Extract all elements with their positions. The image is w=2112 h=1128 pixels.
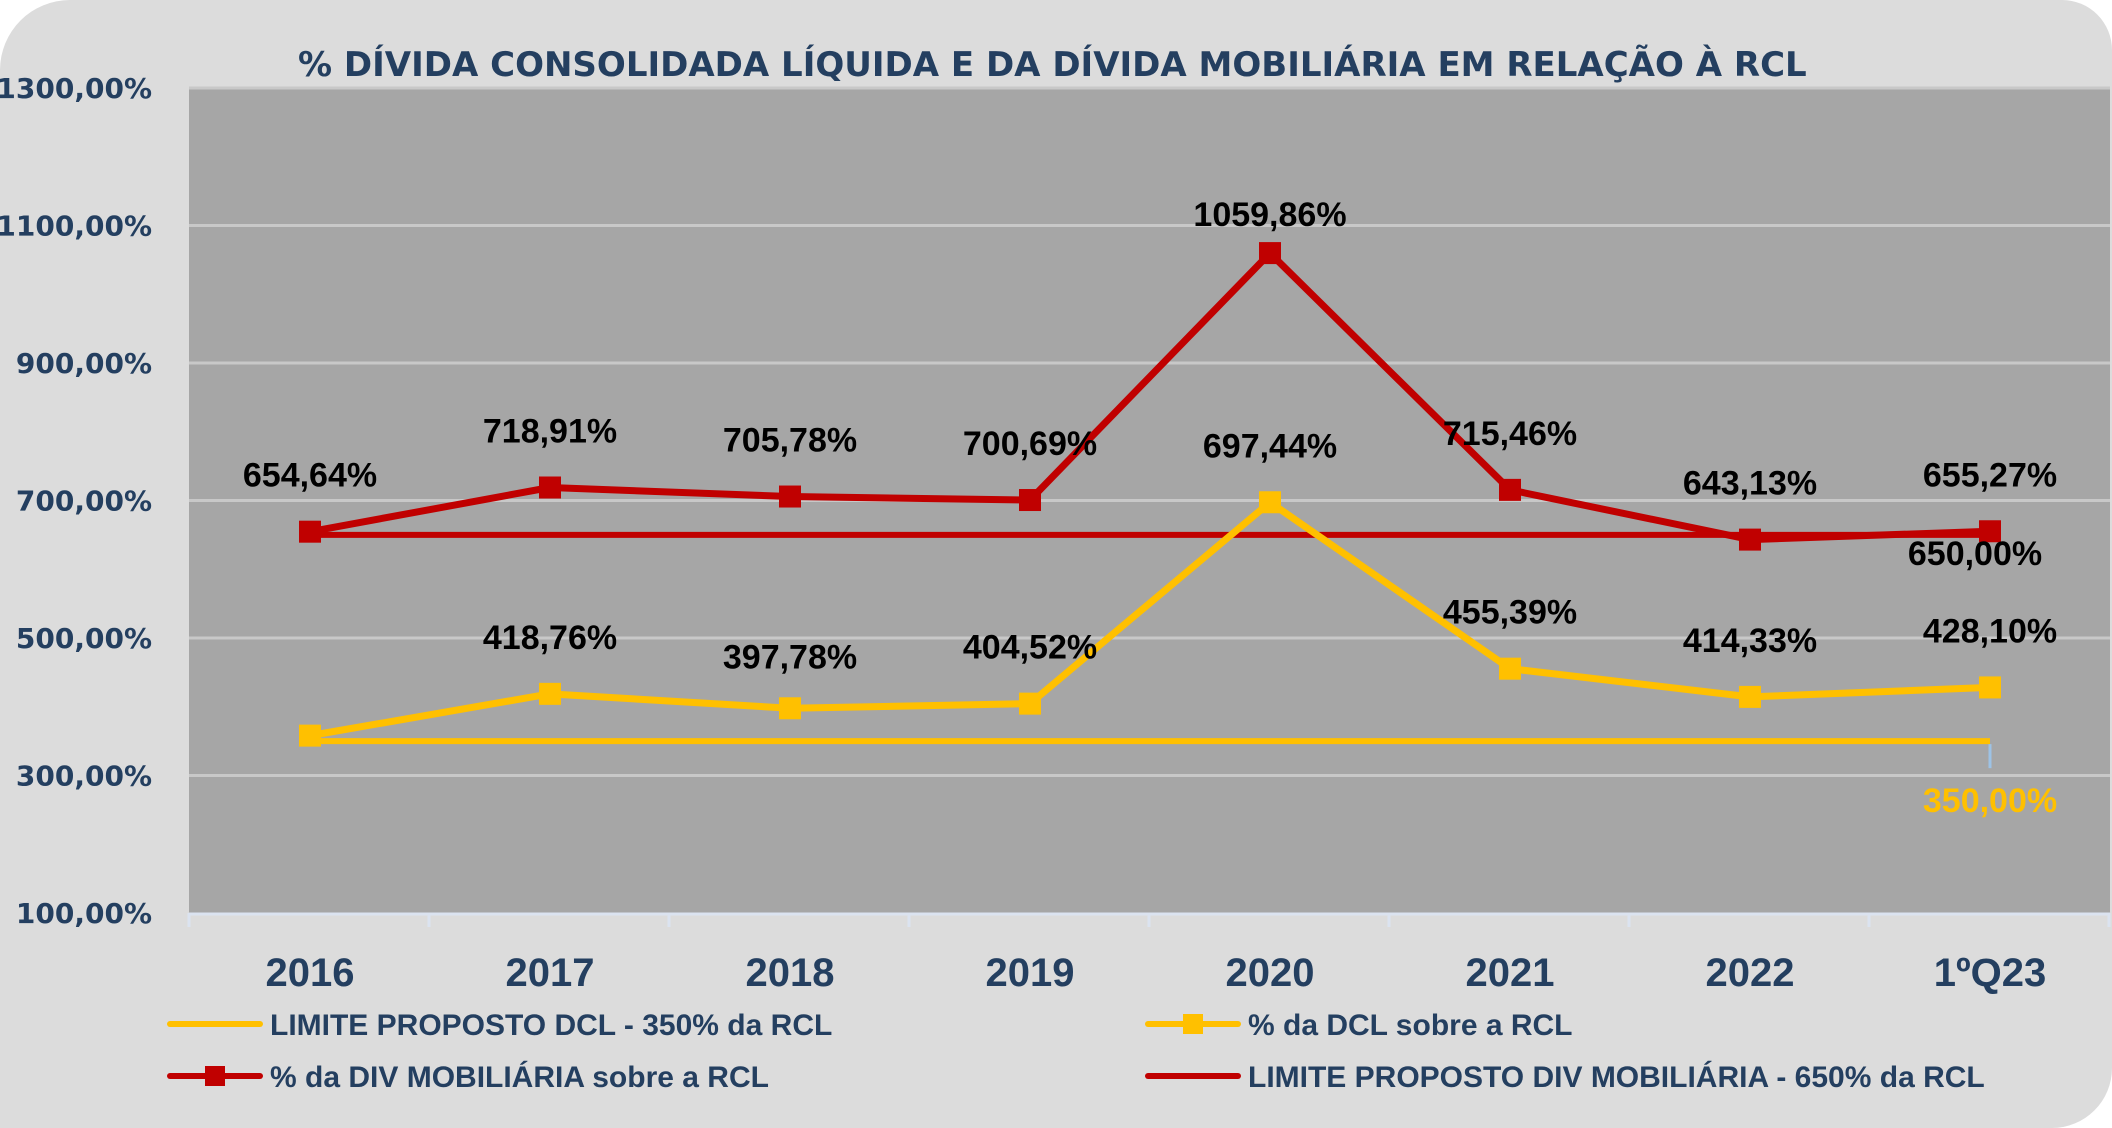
data-point-marker	[539, 682, 561, 705]
data-point-marker	[539, 476, 561, 499]
data-point-marker	[1259, 242, 1281, 265]
legend-label: LIMITE PROPOSTO DCL - 350% da RCL	[270, 1009, 832, 1042]
series-line	[309, 498, 1991, 740]
x-tick-label: 2017	[506, 951, 595, 995]
data-label: 654,64%	[243, 457, 377, 495]
data-point-marker	[299, 724, 321, 747]
data-label: 455,39%	[1443, 594, 1577, 632]
data-label: 1059,86%	[1193, 196, 1346, 234]
y-tick-label: 700,00%	[16, 485, 152, 518]
data-label: 718,91%	[483, 412, 617, 450]
series-2	[299, 242, 2001, 551]
x-tick-label: 1ºQ23	[1934, 951, 2046, 995]
x-tick-label: 2019	[986, 951, 1075, 995]
data-label: 404,52%	[963, 629, 1097, 667]
data-point-marker	[1979, 520, 2001, 543]
data-label: 700,69%	[963, 425, 1097, 463]
legend: LIMITE PROPOSTO DCL - 350% da RCL % da DC…	[167, 1009, 1985, 1094]
data-point-marker	[1019, 692, 1041, 715]
data-label: 697,44%	[1203, 427, 1337, 465]
data-label: 414,33%	[1683, 622, 1817, 660]
data-label: 705,78%	[723, 422, 857, 460]
data-label: 715,46%	[1443, 415, 1577, 453]
legend-swatch-marker	[1183, 1014, 1203, 1034]
series-line	[309, 249, 1991, 544]
data-point-marker	[1019, 489, 1041, 512]
series-layer	[299, 242, 2001, 769]
chart-title: % DÍVIDA CONSOLIDADA LÍQUIDA E DA DÍVIDA…	[298, 44, 1807, 85]
y-tick-label: 1300,00%	[0, 72, 152, 105]
x-tick-label: 2016	[266, 951, 355, 995]
y-axis: 100,00% 300,00% 500,00% 700,00% 900,00% 1100,…	[0, 72, 152, 930]
data-label: 655,27%	[1923, 456, 2057, 494]
data-label: 650,00%	[1908, 535, 2042, 573]
legend-item: % da DIV MOBILIÁRIA sobre a RCL	[167, 1060, 769, 1094]
y-tick-label: 500,00%	[16, 622, 152, 655]
data-point-marker	[1259, 491, 1281, 514]
y-tick-label: 100,00%	[16, 897, 152, 930]
legend-item: LIMITE PROPOSTO DCL - 350% da RCL	[167, 1009, 832, 1042]
data-point-marker	[299, 520, 321, 543]
x-tick-label: 2018	[746, 951, 835, 995]
data-point-marker	[1739, 685, 1761, 708]
data-label: 397,78%	[723, 638, 857, 676]
data-label: 350,00%	[1923, 782, 2057, 820]
legend-label: % da DIV MOBILIÁRIA sobre a RCL	[270, 1060, 769, 1094]
data-labels: 418,76% 397,78% 404,52% 697,44% 455,39% 414,3…	[243, 196, 2057, 820]
legend-item: LIMITE PROPOSTO DIV MOBILIÁRIA - 650% da…	[1145, 1060, 1985, 1094]
legend-swatch-marker	[205, 1066, 225, 1086]
y-tick-label: 900,00%	[16, 347, 152, 380]
data-label: 643,13%	[1683, 465, 1817, 503]
y-tick-label: 1100,00%	[0, 210, 152, 243]
legend-item: % da DCL sobre a RCL	[1145, 1009, 1573, 1042]
data-label: 418,76%	[483, 619, 617, 657]
data-point-marker	[1499, 478, 1521, 501]
x-tick-label: 2021	[1466, 951, 1555, 995]
series-1	[299, 491, 2001, 747]
legend-label: LIMITE PROPOSTO DIV MOBILIÁRIA - 650% da…	[1248, 1060, 1985, 1094]
x-tick-label: 2022	[1706, 951, 1795, 995]
data-point-marker	[1979, 676, 2001, 699]
data-point-marker	[779, 697, 801, 720]
data-point-marker	[779, 485, 801, 508]
legend-label: % da DCL sobre a RCL	[1248, 1009, 1573, 1042]
data-label: 428,10%	[1923, 612, 2057, 650]
data-point-marker	[1499, 657, 1521, 680]
y-tick-label: 300,00%	[16, 760, 152, 793]
x-tick-label: 2020	[1226, 951, 1315, 995]
data-point-marker	[1739, 528, 1761, 551]
x-axis: 2016 2017 2018 2019 2020 2021 2022 1ºQ23	[187, 912, 2111, 995]
gridlines	[189, 86, 2110, 777]
